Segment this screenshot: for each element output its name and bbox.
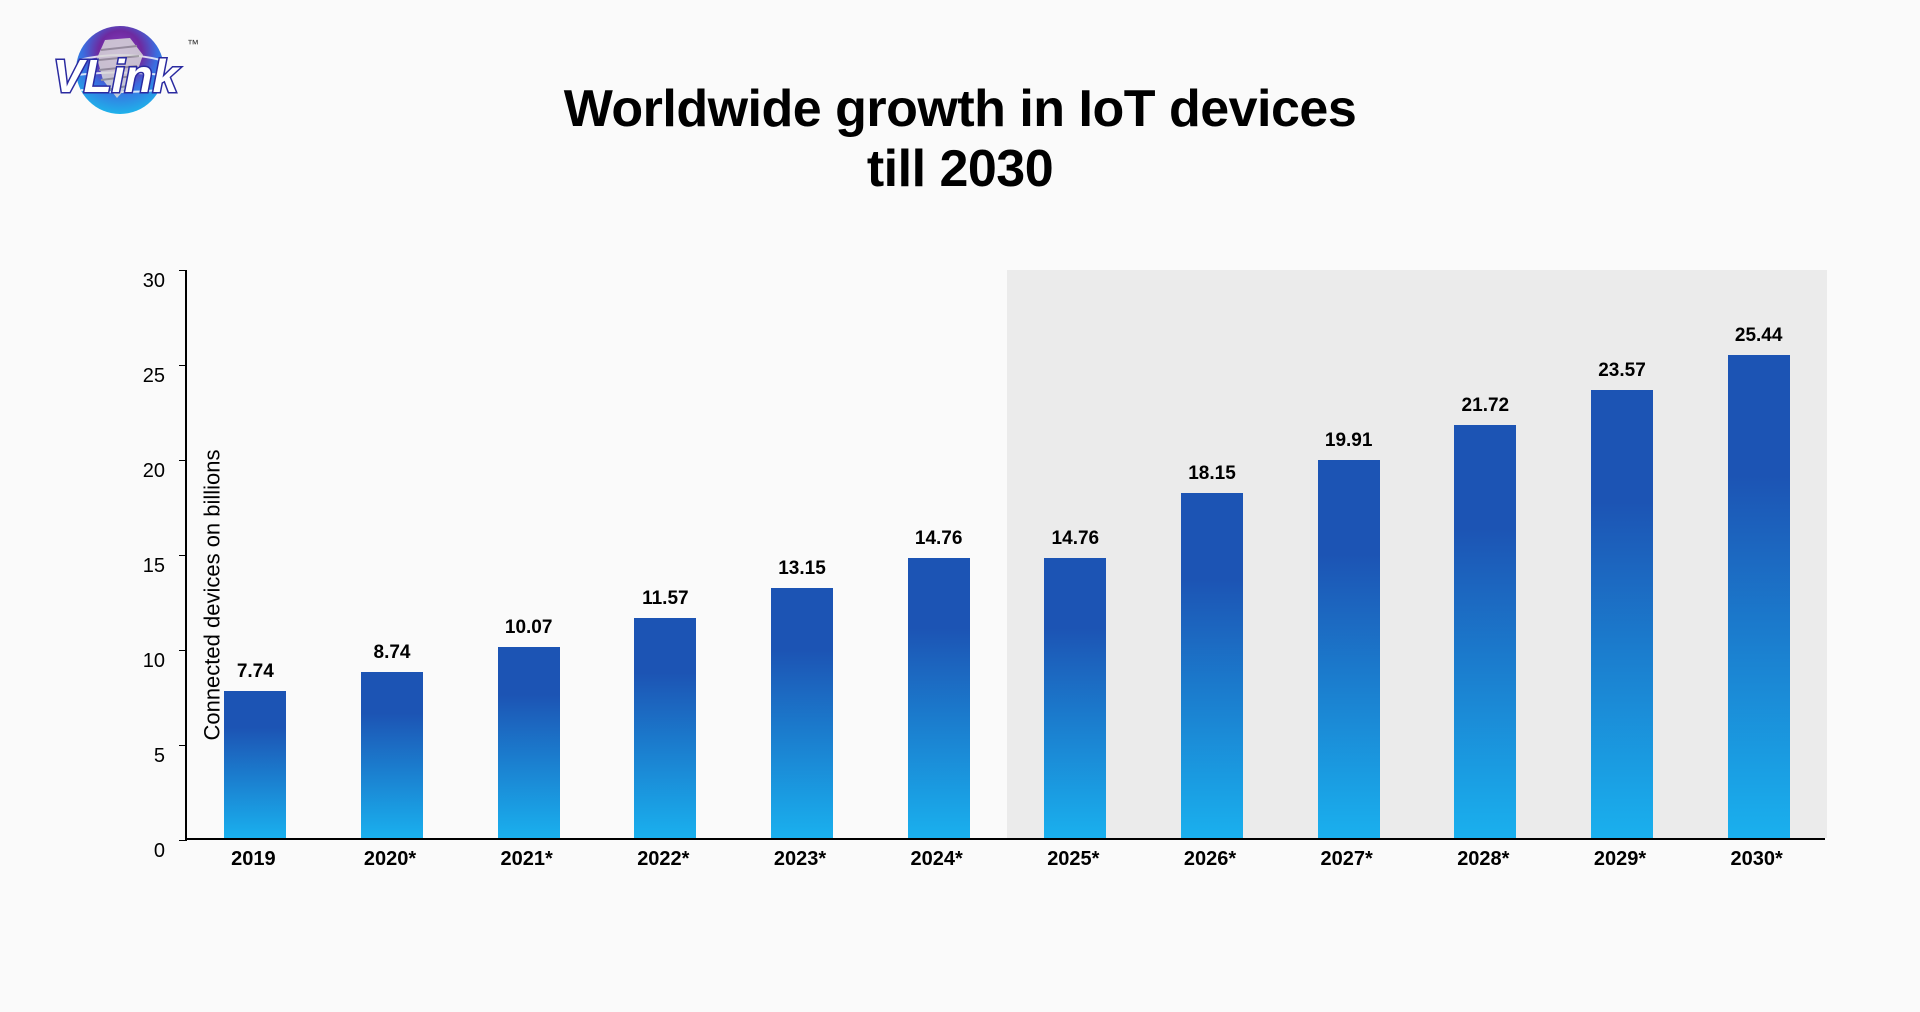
x-tick-label: 2021* [501, 848, 553, 871]
bar-value-label: 11.57 [642, 588, 689, 610]
bar-value-label: 8.74 [374, 642, 411, 664]
x-tick-label: 2024* [911, 848, 963, 871]
x-axis-ticks: 2019 2020* 2021* 2022* 2023* 2024* 2025* 2026* 2… [185, 840, 1825, 890]
y-tick-mark [179, 460, 187, 461]
bar [1181, 493, 1243, 838]
bar [634, 618, 696, 838]
bar [1454, 425, 1516, 838]
bar-value-label: 7.74 [237, 661, 274, 683]
bar [908, 558, 970, 838]
bar-value-label: 10.07 [505, 617, 553, 639]
logo-text: VLink [53, 50, 181, 102]
x-tick-label: 2019 [231, 848, 276, 871]
x-tick-label: 2025* [1047, 848, 1099, 871]
x-tick-label: 2023* [774, 848, 826, 871]
chart-title: Worldwide growth in IoT devicestill 2030 [564, 80, 1357, 200]
y-tick-mark [179, 745, 187, 746]
x-tick-label: 2028* [1457, 848, 1509, 871]
bar-value-label: 19.91 [1325, 430, 1373, 452]
bar [361, 672, 423, 838]
x-tick-label: 2022* [637, 848, 689, 871]
logo-tm: ™ [187, 37, 199, 51]
bar-value-label: 25.44 [1735, 325, 1783, 347]
bar [498, 647, 560, 838]
plot-area: 7.74 8.74 10.07 11.57 13.15 14.76 14.76 18.15 19… [185, 270, 1825, 840]
y-tick-mark [179, 555, 187, 556]
bars-container: 7.74 8.74 10.07 11.57 13.15 14.76 14.76 18.15 19… [187, 270, 1825, 838]
y-axis-ticks: 051015202530 [115, 270, 175, 840]
x-tick-label: 2027* [1321, 848, 1373, 871]
vlink-logo: VLink ™ [35, 20, 205, 130]
x-tick-label: 2030* [1731, 848, 1783, 871]
bar [771, 588, 833, 838]
bar-value-label: 14.76 [1052, 528, 1100, 550]
bar [1728, 355, 1790, 838]
bar-value-label: 14.76 [915, 528, 963, 550]
bar-value-label: 23.57 [1598, 360, 1646, 382]
bar [1591, 390, 1653, 838]
y-tick-mark [179, 270, 187, 271]
bar [224, 691, 286, 838]
bar-value-label: 21.72 [1462, 395, 1510, 417]
bar [1044, 558, 1106, 838]
bar-value-label: 18.15 [1188, 463, 1236, 485]
x-tick-label: 2029* [1594, 848, 1646, 871]
bar [1318, 460, 1380, 838]
bar-value-label: 13.15 [778, 558, 826, 580]
y-tick-mark [179, 650, 187, 651]
x-tick-label: 2026* [1184, 848, 1236, 871]
bar-chart: Connected devices on billions 0510152025… [115, 270, 1835, 920]
chart-title-line1: Worldwide growth in IoT devicestill 2030 [564, 80, 1357, 198]
x-tick-label: 2020* [364, 848, 416, 871]
y-tick-mark [179, 365, 187, 366]
